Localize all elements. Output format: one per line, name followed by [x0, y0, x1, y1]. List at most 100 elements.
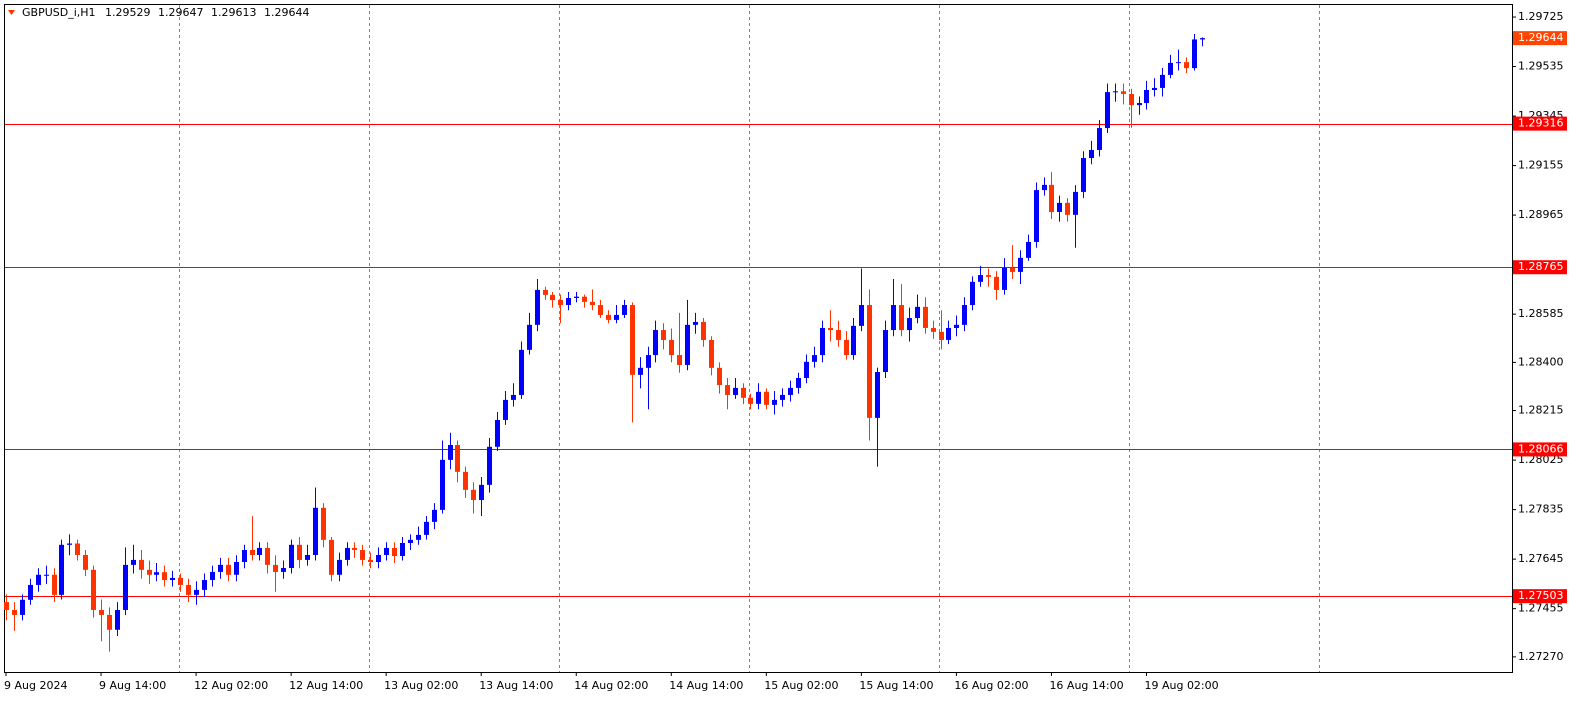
candle-body: [1105, 92, 1110, 129]
candle-body: [384, 547, 389, 555]
candle-body: [859, 305, 864, 326]
candle-body: [455, 444, 460, 472]
candle-body: [52, 574, 57, 595]
x-tick-label: 9 Aug 14:00: [99, 679, 166, 692]
candle-body: [1184, 62, 1189, 69]
candle-body: [701, 321, 706, 340]
candle-body: [1026, 241, 1031, 258]
candle-body: [709, 339, 714, 368]
candle-body: [321, 507, 326, 540]
candle-body: [115, 609, 120, 630]
level-label-box: [1513, 116, 1567, 131]
level-label: 1.27503: [1518, 589, 1564, 602]
candle-body: [226, 564, 231, 575]
candle-body: [1089, 149, 1094, 159]
x-tick-label: 16 Aug 14:00: [1049, 679, 1123, 692]
candle-body: [511, 394, 516, 400]
candle-body: [606, 314, 611, 320]
candle-body: [962, 305, 967, 325]
candle-body: [503, 399, 508, 420]
candle-body: [653, 330, 658, 356]
open-value: 1.29529: [105, 6, 151, 19]
level-label: 1.29316: [1518, 117, 1564, 130]
candle-body: [28, 584, 33, 600]
candle-body: [170, 577, 175, 580]
candle-body: [257, 547, 262, 555]
candle-body: [123, 564, 128, 610]
candle-body: [281, 568, 286, 572]
candle-body: [337, 559, 342, 575]
candle-body: [946, 327, 951, 340]
candle-body: [527, 324, 532, 350]
x-tick-label: 13 Aug 02:00: [384, 679, 458, 692]
candle-body: [99, 609, 104, 615]
x-tick-label: 12 Aug 14:00: [289, 679, 363, 692]
candle-body: [748, 397, 753, 404]
candle-body: [622, 305, 627, 315]
candle-body: [91, 569, 96, 610]
candle-body: [598, 305, 603, 315]
header: GBPUSD_i,H1 1.29529 1.29647 1.29613 1.29…: [22, 6, 310, 19]
candle-body: [1137, 103, 1142, 106]
candle-body: [630, 305, 635, 375]
candle-body: [400, 542, 405, 557]
level-label: 1.28765: [1518, 260, 1564, 273]
candle-body: [986, 275, 991, 277]
candle-body: [463, 471, 468, 490]
candle-body: [265, 547, 270, 565]
candle-body: [915, 306, 920, 319]
candle-body: [273, 564, 278, 572]
candle-body: [543, 289, 548, 295]
candle-body: [1200, 38, 1205, 40]
x-tick-label: 16 Aug 02:00: [954, 679, 1028, 692]
candle-body: [234, 562, 239, 575]
candle-body: [139, 559, 144, 570]
candle-body: [923, 306, 928, 328]
candle-body: [44, 574, 49, 576]
x-tick-label: 12 Aug 02:00: [194, 679, 268, 692]
candle-body: [1034, 190, 1039, 242]
candle-body: [638, 367, 643, 375]
candle-body: [376, 554, 381, 563]
candle-body: [1049, 184, 1054, 212]
candle-body: [4, 602, 9, 610]
candle-body: [646, 355, 651, 368]
candle-body: [1002, 268, 1007, 290]
candle-body: [305, 554, 310, 560]
candle-body: [558, 300, 563, 306]
candle-body: [20, 599, 25, 615]
candle-body: [147, 569, 152, 575]
candle-body: [59, 544, 64, 595]
candle-body: [479, 484, 484, 500]
candle-body: [218, 564, 223, 572]
candle-body: [178, 577, 183, 585]
candle-body: [194, 589, 199, 595]
candle-body: [210, 571, 215, 580]
candle-body: [796, 378, 801, 388]
close-value: 1.29644: [264, 6, 310, 19]
candle-body: [392, 547, 397, 557]
candle-body: [574, 296, 579, 298]
candle-body: [1192, 39, 1197, 69]
candle-body: [1073, 191, 1078, 215]
candle-body: [424, 521, 429, 535]
candle-body: [1129, 93, 1134, 106]
candle-body: [717, 367, 722, 386]
candle-body: [345, 547, 350, 560]
candle-body: [360, 550, 365, 560]
candle-body: [669, 339, 674, 356]
y-tick-label: 1.28215: [1518, 404, 1564, 417]
candle-body: [780, 394, 785, 400]
candle-body: [250, 550, 255, 555]
candle-body: [685, 324, 690, 365]
y-tick-label: 1.28400: [1518, 355, 1564, 368]
candle-body: [416, 534, 421, 540]
candle-body: [820, 327, 825, 356]
x-tick-label: 9 Aug 2024: [4, 679, 67, 692]
y-tick-label: 1.28585: [1518, 307, 1564, 320]
candle-body: [867, 305, 872, 418]
high-value: 1.29647: [158, 6, 204, 19]
candle-body: [756, 391, 761, 404]
